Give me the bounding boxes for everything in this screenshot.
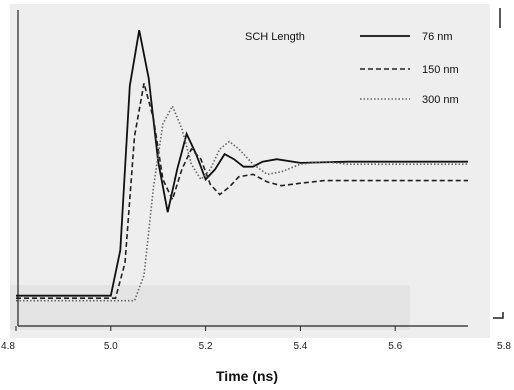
legend: SCH Length 76 nm 150 nm 300 nm xyxy=(245,31,459,106)
scanned-page-tint xyxy=(10,4,490,338)
x-tick-label: 5.6 xyxy=(388,341,402,352)
x-tick-label: 5.2 xyxy=(199,341,213,352)
legend-label: 300 nm xyxy=(422,94,459,106)
plot-frame xyxy=(17,8,504,327)
series-lines xyxy=(16,30,468,302)
x-tick-label: 5.8 xyxy=(497,341,511,352)
series-line-300-nm xyxy=(16,104,468,302)
lower-right-corner-mark xyxy=(493,312,504,319)
series-line-150-nm xyxy=(16,83,468,299)
scanned-page-tint-lower xyxy=(10,285,410,330)
x-tick-label: 5.4 xyxy=(293,341,307,352)
legend-entries: 76 nm 150 nm 300 nm xyxy=(360,31,459,106)
x-axis-label: Time (ns) xyxy=(216,368,278,384)
legend-title: SCH Length xyxy=(245,31,305,43)
x-axis-ticks: 4.8 5.0 5.2 5.4 5.6 5.8 xyxy=(1,326,511,352)
legend-label: 76 nm xyxy=(422,31,453,43)
x-tick-label: 5.0 xyxy=(104,341,118,352)
legend-label: 150 nm xyxy=(422,64,459,76)
x-tick-label: 4.8 xyxy=(1,341,15,352)
